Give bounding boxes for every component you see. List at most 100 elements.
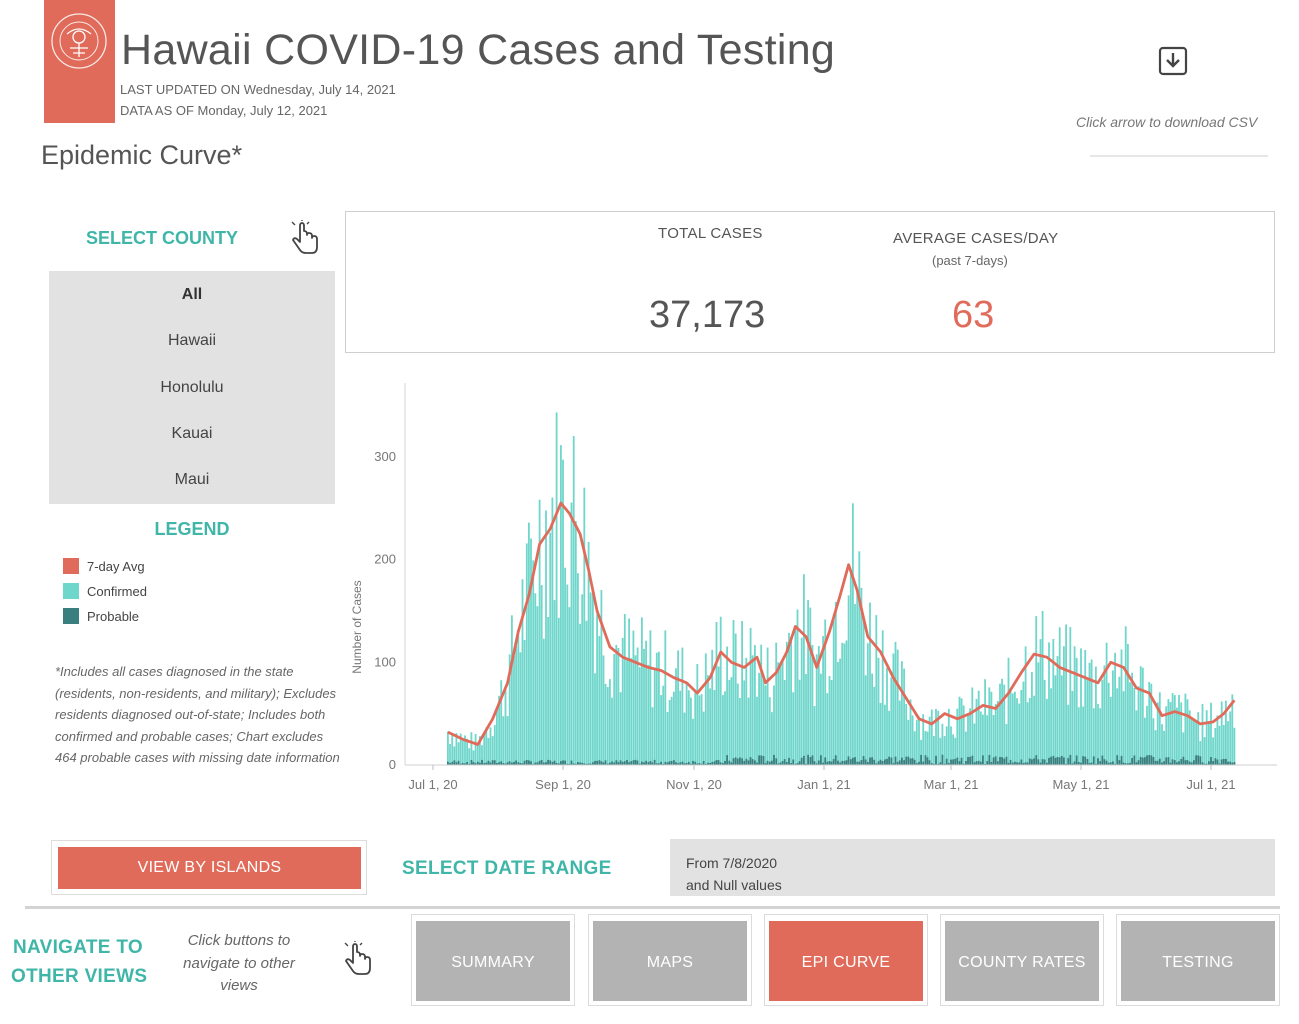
confirmed-bar (564, 567, 567, 765)
confirmed-bar (647, 664, 650, 765)
confirmed-bar (1188, 710, 1191, 765)
probable-bar (862, 756, 865, 765)
confirmed-bar (464, 735, 466, 765)
view-by-islands-button[interactable]: VIEW BY ISLANDS (58, 847, 361, 889)
confirmed-bar (1137, 686, 1140, 765)
county-option-maui[interactable]: Maui (174, 471, 210, 488)
confirmed-bar (741, 621, 744, 765)
probable-bar (1156, 760, 1159, 765)
probable-bar (487, 760, 490, 765)
probable-bar (493, 760, 496, 765)
probable-bar (828, 761, 831, 765)
confirmed-bar (538, 499, 541, 765)
probable-bar (1124, 763, 1127, 765)
probable-bar (1218, 763, 1221, 765)
confirmed-bar (455, 733, 458, 765)
probable-bar (754, 760, 756, 765)
probable-bar (1020, 759, 1023, 765)
confirmed-bar (592, 589, 594, 765)
probable-bar (890, 757, 893, 765)
seven-day-avg-line (447, 501, 1236, 746)
county-option-all[interactable]: All (181, 286, 203, 303)
probable-bar (468, 763, 471, 765)
probable-bar (760, 755, 763, 765)
confirmed-bar (888, 710, 891, 765)
confirmed-bar (1112, 670, 1114, 765)
nav-maps-button[interactable]: MAPS (593, 921, 747, 1001)
confirmed-bar (493, 725, 496, 765)
probable-bar (1135, 762, 1138, 765)
probable-bar (549, 760, 552, 765)
probable-bar (1067, 758, 1070, 765)
probable-bar (598, 760, 601, 765)
confirmed-bar (1167, 699, 1170, 765)
probable-bar (743, 760, 746, 765)
probable-bar (813, 761, 816, 765)
probable-bar (1058, 757, 1061, 765)
probable-bar (513, 761, 515, 765)
nav-epi-curve-button[interactable]: EPI CURVE (769, 921, 923, 1001)
probable-bar (1086, 759, 1089, 765)
confirmed-bar (830, 680, 833, 765)
nav-county-rates-button[interactable]: COUNTY RATES (945, 921, 1099, 1001)
probable-bar (1050, 756, 1053, 765)
county-option-kauai[interactable]: Kauai (171, 425, 213, 442)
probable-bar (817, 760, 820, 765)
probable-bar (892, 763, 895, 765)
probable-bar (764, 763, 767, 765)
divider (1090, 155, 1268, 157)
probable-bar (790, 763, 793, 765)
probable-bar (962, 763, 965, 765)
confirmed-bar (747, 697, 750, 765)
confirmed-bar (837, 662, 839, 765)
probable-bar (768, 761, 771, 765)
nav-summary-button[interactable]: SUMMARY (416, 921, 570, 1001)
probable-bar (864, 759, 867, 765)
date-range-filter[interactable] (670, 839, 1275, 896)
confirmed-bar (785, 641, 788, 765)
confirmed-bar (713, 690, 716, 765)
confirmed-bar (1067, 704, 1070, 765)
confirmed-bar (1195, 721, 1198, 765)
probable-bar (1063, 757, 1065, 765)
confirmed-bar (1005, 724, 1008, 765)
probable-bar (700, 763, 703, 765)
confirmed-bar (560, 445, 562, 765)
confirmed-bar (666, 712, 669, 765)
probable-bar (704, 763, 707, 765)
county-option-hawaii[interactable]: Hawaii (167, 332, 216, 349)
probable-bar (785, 762, 788, 765)
probable-bar (1075, 755, 1078, 765)
probable-bar (803, 755, 805, 765)
probable-bar (945, 758, 948, 765)
kpi-panel (345, 211, 1275, 353)
probable-bar (1176, 762, 1178, 765)
county-option-honolulu[interactable]: Honolulu (160, 379, 224, 396)
nav-testing-button[interactable]: TESTING (1121, 921, 1275, 1001)
probable-bar (606, 763, 609, 765)
probable-bar (811, 755, 814, 765)
confirmed-bar (466, 738, 469, 765)
download-arrow-icon[interactable] (1158, 46, 1188, 76)
probable-bar (888, 756, 891, 765)
download-csv-button[interactable] (1158, 46, 1188, 76)
x-tick-label: Sep 1, 20 (535, 777, 591, 792)
probable-bar (615, 760, 618, 765)
confirmed-bar (826, 693, 829, 765)
probable-bar (1077, 762, 1080, 765)
confirmed-bar (807, 600, 810, 765)
probable-bar (924, 755, 927, 765)
legend-swatch (63, 583, 79, 599)
probable-bar (741, 758, 744, 765)
probable-bar (1005, 756, 1008, 765)
probable-bar (999, 757, 1001, 765)
probable-bar (858, 761, 861, 765)
total-cases-label: TOTAL CASES (658, 225, 763, 242)
probable-bar (476, 761, 479, 765)
probable-bar (982, 755, 984, 765)
confirmed-bar (1105, 642, 1108, 765)
probable-bar (930, 763, 933, 765)
probable-bar (749, 757, 752, 765)
nav-frame (1116, 914, 1280, 1006)
confirmed-bar (1099, 708, 1102, 765)
